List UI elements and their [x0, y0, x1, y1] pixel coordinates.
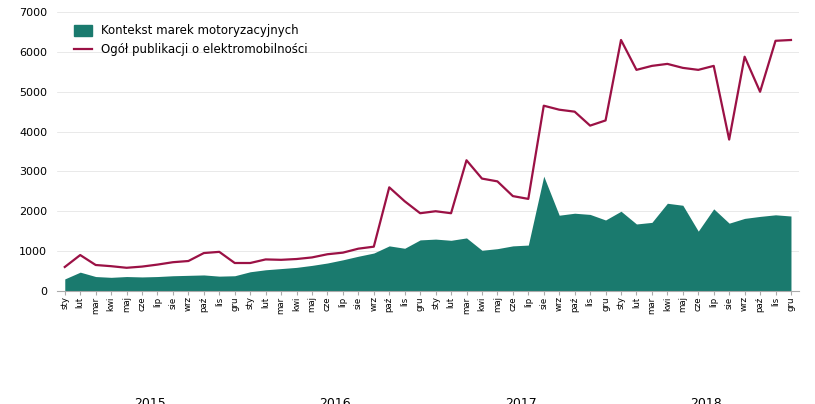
Legend: Kontekst marek motoryzacyjnych, Ogół publikacji o elektromobilności: Kontekst marek motoryzacyjnych, Ogół pub…	[70, 21, 311, 60]
Text: 2017: 2017	[504, 397, 536, 404]
Text: 2016: 2016	[319, 397, 351, 404]
Text: 2018: 2018	[690, 397, 722, 404]
Text: 2015: 2015	[134, 397, 165, 404]
